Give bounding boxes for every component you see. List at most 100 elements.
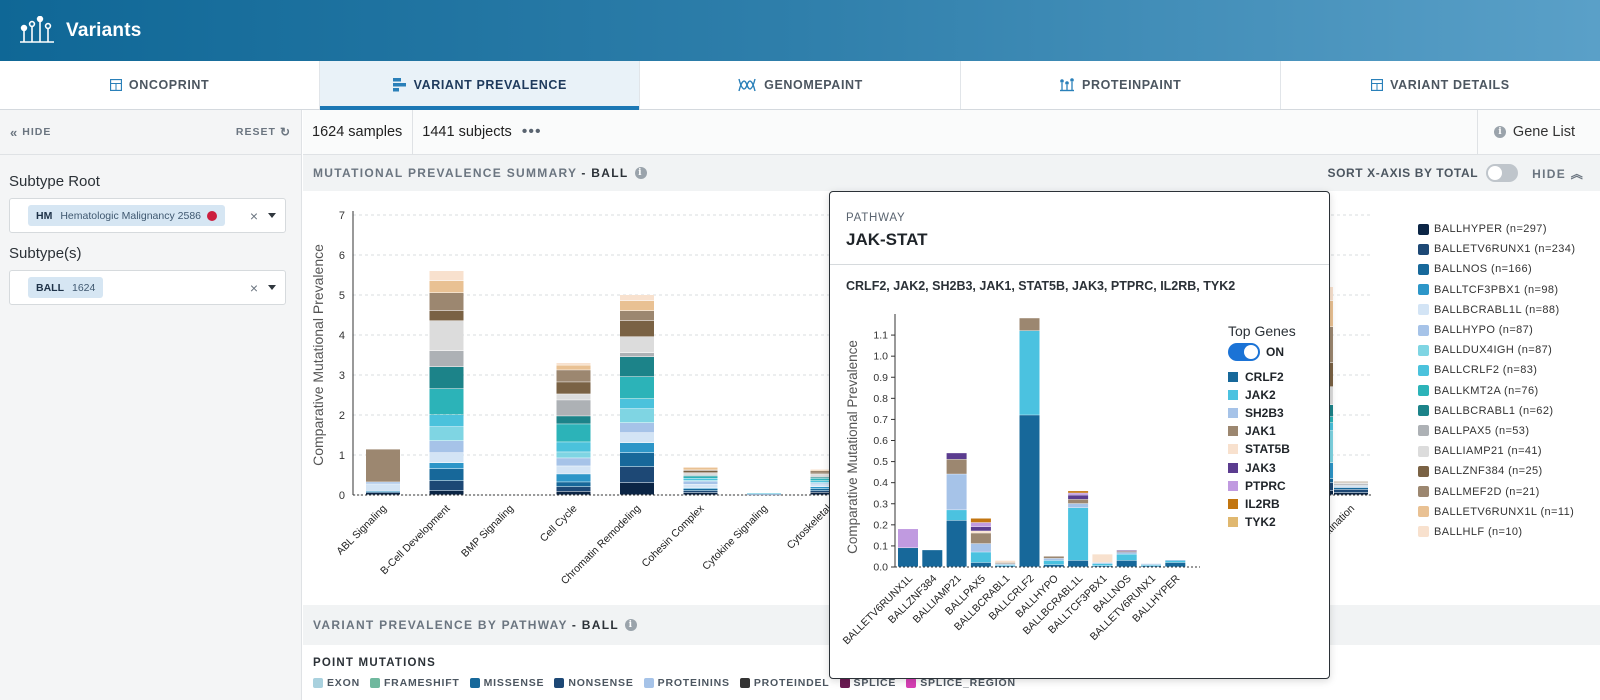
mutation-legend-item[interactable]: PROTEININS <box>643 677 730 689</box>
bar-segment[interactable] <box>429 293 464 311</box>
tab-genomepaint[interactable]: GENOMEPAINT <box>640 61 961 109</box>
bar-segment[interactable] <box>810 491 845 493</box>
bar-segment[interactable] <box>1043 556 1064 559</box>
bar-segment[interactable] <box>970 543 991 552</box>
bar-segment[interactable] <box>970 526 991 531</box>
bar-segment[interactable] <box>429 311 464 321</box>
bar-segment[interactable] <box>620 337 654 353</box>
bar-segment[interactable] <box>683 478 718 481</box>
bar-segment[interactable] <box>1092 563 1113 566</box>
bar-segment[interactable] <box>683 467 718 470</box>
clear-icon[interactable]: × <box>249 207 258 224</box>
bar-segment[interactable] <box>556 363 591 365</box>
bar-segment[interactable] <box>747 493 781 495</box>
bar-segment[interactable] <box>429 367 464 389</box>
legend-item[interactable]: BALLCRLF2 (n=83) <box>1418 360 1575 380</box>
bar-segment[interactable] <box>620 453 654 467</box>
bar-segment[interactable] <box>946 459 967 474</box>
bar-segment[interactable] <box>683 470 718 471</box>
bar-segment[interactable] <box>366 492 400 493</box>
mutation-legend-item[interactable]: FRAMESHIFT <box>369 677 460 689</box>
subtype-root-select[interactable]: HM Hematologic Malignancy 2586 × <box>9 198 286 233</box>
bar-segment[interactable] <box>366 491 400 493</box>
bar-segment[interactable] <box>429 321 464 351</box>
bar-segment[interactable] <box>1116 552 1137 554</box>
legend-item[interactable]: BALLIAMP21 (n=41) <box>1418 441 1575 461</box>
bar-segment[interactable] <box>1092 554 1113 563</box>
bar-segment[interactable] <box>620 467 654 483</box>
bar-segment[interactable] <box>556 482 591 487</box>
bar-segment[interactable] <box>620 433 654 443</box>
bar-segment[interactable] <box>556 365 591 370</box>
info-icon[interactable]: i <box>624 619 637 631</box>
bar-segment[interactable] <box>1334 489 1368 493</box>
bar-segment[interactable] <box>1068 503 1089 508</box>
reset-button[interactable]: RESET ↻ <box>236 125 291 139</box>
bar-segment[interactable] <box>429 389 464 415</box>
bar-segment[interactable] <box>970 562 991 567</box>
bar-segment[interactable] <box>1068 491 1089 493</box>
bar-segment[interactable] <box>810 489 845 491</box>
bar-segment[interactable] <box>922 550 943 567</box>
bar-segment[interactable] <box>366 493 400 495</box>
mutation-legend-item[interactable]: EXON <box>313 677 360 689</box>
legend-item[interactable]: BALLTCF3PBX1 (n=98) <box>1418 280 1575 300</box>
bar-segment[interactable] <box>946 520 967 567</box>
caret-down-icon[interactable] <box>268 213 276 218</box>
bar-segment[interactable] <box>810 477 845 479</box>
bar-segment[interactable] <box>429 469 464 481</box>
gene-legend-item[interactable]: TYK2 <box>1228 513 1296 531</box>
bar-segment[interactable] <box>1116 550 1137 552</box>
bar-segment[interactable] <box>429 427 464 441</box>
bar-segment[interactable] <box>429 271 464 281</box>
mutation-legend-item[interactable]: MISSENSE <box>469 677 545 689</box>
tab-proteinpaint[interactable]: PROTEINPAINT <box>961 61 1281 109</box>
legend-item[interactable]: BALLPAX5 (n=53) <box>1418 421 1575 441</box>
bar-segment[interactable] <box>620 357 654 377</box>
bar-segment[interactable] <box>1019 415 1040 567</box>
bar-segment[interactable] <box>429 415 464 427</box>
bar-segment[interactable] <box>1334 485 1368 488</box>
bar-segment[interactable] <box>683 484 718 488</box>
gene-legend-item[interactable]: JAK3 <box>1228 458 1296 476</box>
bar-segment[interactable] <box>810 473 845 474</box>
bar-segment[interactable] <box>747 494 781 495</box>
bar-segment[interactable] <box>1116 554 1137 561</box>
gene-list-button[interactable]: i Gene List <box>1476 109 1600 155</box>
bar-segment[interactable] <box>429 351 464 367</box>
bar-segment[interactable] <box>620 295 654 301</box>
bar-segment[interactable] <box>683 467 718 468</box>
bar-segment[interactable] <box>556 424 591 442</box>
bar-segment[interactable] <box>556 382 591 394</box>
bar-segment[interactable] <box>429 481 464 491</box>
legend-item[interactable]: BALLBCRABL1 (n=62) <box>1418 401 1575 421</box>
bar-segment[interactable] <box>810 481 845 483</box>
mutation-legend-item[interactable]: SPLICE_REGION <box>906 677 1016 689</box>
bar-segment[interactable] <box>810 474 845 477</box>
bar-segment[interactable] <box>556 400 591 416</box>
bar-segment[interactable] <box>1043 560 1064 565</box>
clear-icon[interactable]: × <box>249 279 258 296</box>
bar-segment[interactable] <box>1334 493 1368 495</box>
bar-segment[interactable] <box>995 564 1016 566</box>
bar-segment[interactable] <box>429 441 464 453</box>
bar-segment[interactable] <box>810 471 845 473</box>
bar-segment[interactable] <box>810 483 845 485</box>
bar-segment[interactable] <box>1165 560 1186 563</box>
bar-segment[interactable] <box>556 394 591 400</box>
bar-segment[interactable] <box>1334 487 1368 490</box>
bar-segment[interactable] <box>946 453 967 460</box>
bar-segment[interactable] <box>556 370 591 382</box>
legend-item[interactable]: BALLDUX4IGH (n=87) <box>1418 340 1575 360</box>
bar-segment[interactable] <box>1092 565 1113 567</box>
gene-legend-item[interactable]: CRLF2 <box>1228 368 1296 386</box>
bar-segment[interactable] <box>620 353 654 357</box>
hide-summary-button[interactable]: HIDE ︽ <box>1532 165 1584 182</box>
bar-segment[interactable] <box>556 452 591 458</box>
bar-segment[interactable] <box>620 311 654 321</box>
bar-segment[interactable] <box>683 489 718 491</box>
bar-segment[interactable] <box>429 453 464 463</box>
bar-segment[interactable] <box>1019 318 1040 331</box>
bar-segment[interactable] <box>970 531 991 533</box>
bar-segment[interactable] <box>1165 562 1186 567</box>
